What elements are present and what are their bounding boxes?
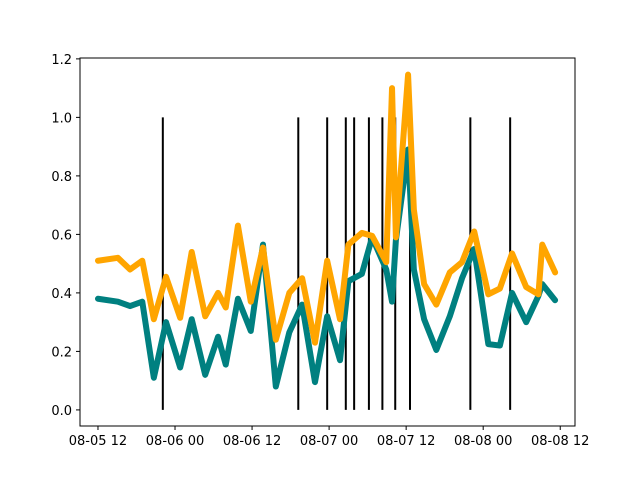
x-tick-label: 08-06 12 [223,434,281,449]
y-tick-label: 0.2 [51,345,72,360]
plot-frame [79,57,576,427]
series-line [94,146,559,390]
y-tick-label: 0.0 [51,404,72,419]
x-tick-label: 08-08 00 [454,434,512,449]
y-tick-label: 1.2 [51,53,72,68]
y-tick-label: 0.8 [51,170,72,185]
y-tick-label: 0.4 [51,287,72,302]
y-tick-label: 1.0 [51,111,72,126]
x-tick-label: 08-06 00 [146,434,204,449]
x-tick-label: 08-07 12 [377,434,435,449]
x-tick-label: 08-08 12 [531,434,589,449]
y-tick-label: 0.6 [51,228,72,243]
x-tick-label: 08-07 00 [300,434,358,449]
x-tick-label: 08-05 12 [69,434,127,449]
series-line [94,71,559,346]
